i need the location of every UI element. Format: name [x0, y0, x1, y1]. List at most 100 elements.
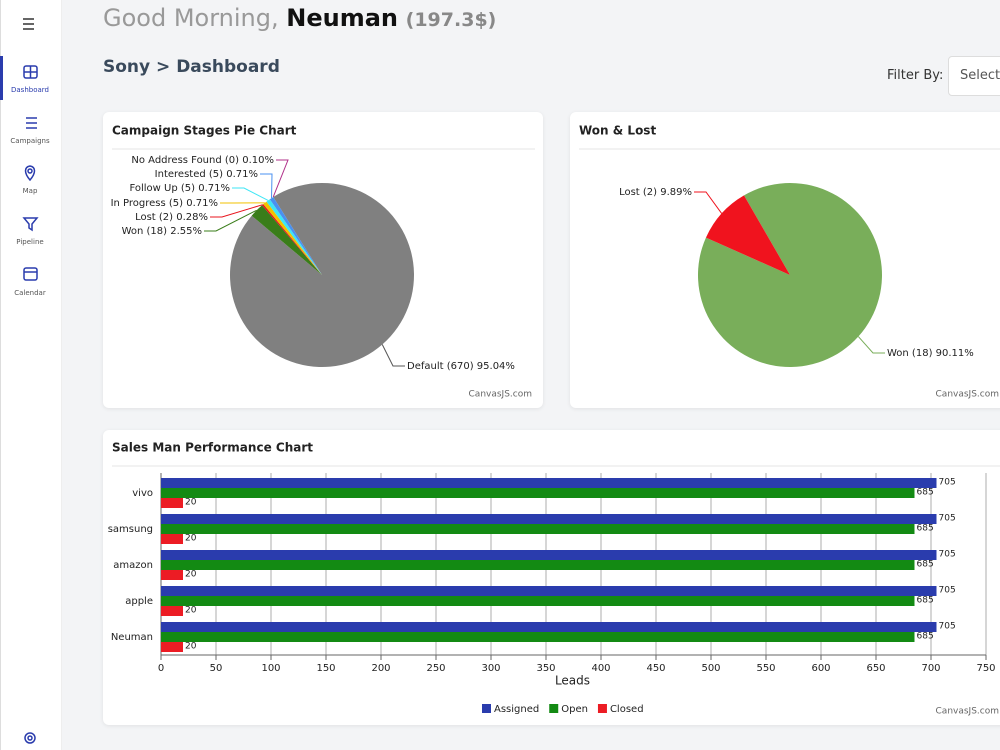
pie-slice — [705, 195, 790, 275]
value-label: 20 — [185, 642, 197, 652]
breadcrumb: Sony > Dashboard — [103, 57, 280, 77]
value-label: 20 — [185, 498, 197, 508]
nav-label: Dashboard — [11, 86, 49, 94]
value-label: 685 — [917, 560, 934, 570]
value-label: 20 — [185, 570, 197, 580]
y-tick-label: samsung — [108, 524, 153, 535]
x-tick-label: 250 — [426, 663, 445, 674]
slice-label: Lost (2) 9.89% — [619, 187, 692, 198]
x-tick-label: 350 — [536, 663, 555, 674]
filter-select[interactable]: Select — [948, 56, 1000, 96]
x-tick-label: 100 — [261, 663, 280, 674]
nav-label: Calendar — [14, 289, 46, 297]
filter-placeholder: Select — [960, 68, 1000, 83]
pie-slice — [229, 182, 415, 367]
x-tick-label: 0 — [158, 663, 164, 674]
pie-slice — [698, 183, 882, 368]
greeting: Good Morning, — [103, 4, 279, 32]
y-tick-label: apple — [125, 596, 153, 607]
x-tick-label: 300 — [481, 663, 500, 674]
slice-label: Won (18) 2.55% — [122, 226, 202, 237]
leader-line — [204, 209, 257, 232]
x-tick-label: 150 — [316, 663, 335, 674]
nav-icons — [22, 65, 39, 744]
legend-label: Open — [561, 704, 588, 715]
y-tick-label: amazon — [113, 560, 153, 571]
chart-title: Won & Lost — [579, 124, 656, 138]
sidebar — [0, 0, 62, 750]
slice-label: Default (670) 95.04% — [407, 361, 515, 372]
value-label: 705 — [939, 478, 956, 488]
value-label: 685 — [917, 632, 934, 642]
value-label: 685 — [917, 488, 934, 498]
leader-line — [381, 344, 405, 367]
active-indicator — [0, 56, 3, 100]
credit: CanvasJS.com — [936, 707, 999, 717]
bar — [161, 550, 937, 560]
credit: CanvasJS.com — [469, 390, 532, 400]
x-tick-label: 550 — [756, 663, 775, 674]
x-tick-label: 600 — [811, 663, 830, 674]
chart-title: Sales Man Performance Chart — [112, 441, 313, 455]
slice-label: No Address Found (0) 0.10% — [131, 155, 274, 166]
legend-swatch — [549, 704, 559, 713]
legend-swatch — [597, 704, 607, 713]
greeting-line: Good Morning, Neuman (197.3$) — [103, 4, 496, 32]
value-label: 705 — [939, 550, 956, 560]
slice-label: In Progress (5) 0.71% — [111, 198, 218, 209]
bar — [161, 560, 915, 570]
bar — [161, 622, 937, 632]
pie-slice — [263, 201, 322, 275]
slice-label: Follow Up (5) 0.71% — [129, 183, 230, 194]
leader-line — [694, 191, 723, 214]
slice-label: Interested (5) 0.71% — [155, 169, 258, 180]
x-tick-label: 750 — [976, 663, 995, 674]
y-tick-label: vivo — [132, 488, 153, 499]
bar — [161, 488, 915, 498]
x-tick-label: 200 — [371, 663, 390, 674]
bar — [161, 606, 183, 616]
balance: (197.3$) — [405, 9, 497, 31]
nav-label: Campaigns — [10, 137, 50, 145]
value-label: 20 — [185, 606, 197, 616]
value-label: 685 — [917, 596, 934, 606]
x-tick-label: 500 — [701, 663, 720, 674]
pie-slice — [251, 205, 322, 275]
leader-line — [272, 159, 289, 198]
x-tick-label: 400 — [591, 663, 610, 674]
bar — [161, 632, 915, 642]
pie-slice — [262, 204, 322, 275]
value-label: 705 — [939, 586, 956, 596]
bar — [161, 498, 183, 508]
leader-line — [232, 187, 269, 201]
x-tick-label: 650 — [866, 663, 885, 674]
slice-label: Lost (2) 0.28% — [135, 212, 208, 223]
chart-title: Campaign Stages Pie Chart — [112, 124, 297, 138]
value-label: 685 — [917, 524, 934, 534]
bar — [161, 570, 183, 580]
hamburger[interactable] — [23, 18, 34, 30]
leader-line — [210, 204, 263, 218]
x-tick-label: 700 — [921, 663, 940, 674]
bar — [161, 534, 183, 544]
x-tick-label: 50 — [210, 663, 223, 674]
x-tick-label: 450 — [646, 663, 665, 674]
bar — [161, 596, 915, 606]
leader-line — [857, 336, 885, 354]
pie-slice — [266, 199, 322, 275]
pie-slice — [269, 196, 322, 275]
slice-label: Won (18) 90.11% — [887, 348, 974, 359]
user-name: Neuman — [286, 4, 399, 32]
y-tick-label: Neuman — [111, 632, 153, 643]
legend-label: Closed — [610, 704, 644, 715]
nav-label: Pipeline — [16, 238, 43, 246]
legend-label: Assigned — [494, 704, 539, 715]
x-axis-title: Leads — [555, 674, 590, 688]
bar — [161, 586, 937, 596]
credit: CanvasJS.com — [936, 390, 999, 400]
leader-line — [260, 173, 273, 199]
bar — [161, 514, 937, 524]
filter-label: Filter By: — [887, 68, 944, 83]
bar — [161, 524, 915, 534]
